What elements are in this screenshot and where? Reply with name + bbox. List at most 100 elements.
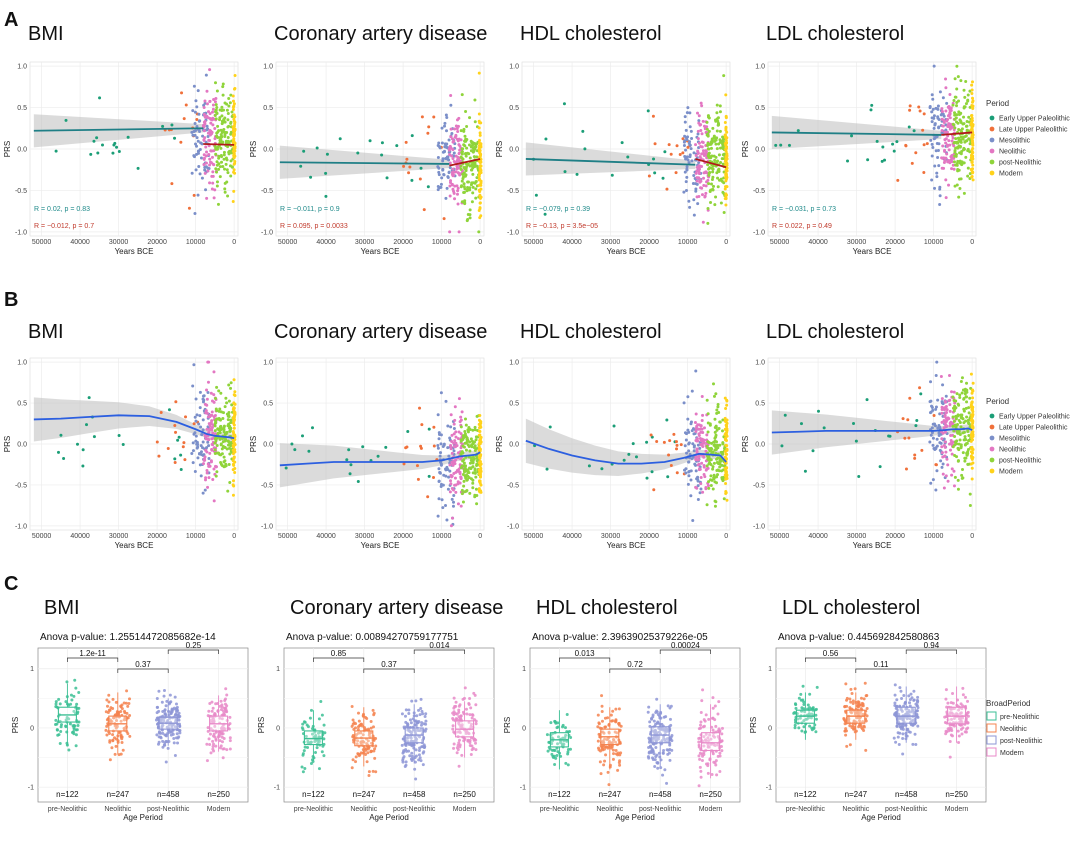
data-point [311, 759, 315, 763]
data-point [451, 167, 455, 171]
data-point [968, 105, 972, 109]
data-point [459, 167, 463, 171]
sample-size-label: n=250 [207, 790, 230, 799]
data-point [702, 124, 706, 128]
data-point [714, 155, 718, 159]
data-point [950, 139, 954, 143]
data-point [907, 125, 911, 129]
data-point [948, 93, 952, 97]
data-point [365, 716, 369, 720]
data-point [475, 164, 479, 168]
data-point [214, 152, 218, 156]
data-point [413, 728, 417, 732]
data-point [716, 468, 720, 472]
data-point [231, 452, 235, 456]
data-point [647, 174, 651, 178]
data-point [598, 760, 602, 764]
data-point [221, 747, 225, 751]
data-point [222, 157, 226, 161]
data-point [822, 426, 826, 430]
legend-swatch [989, 137, 995, 143]
data-point [317, 717, 321, 721]
y-tick-label: -1.0 [753, 523, 765, 530]
data-point [958, 118, 962, 122]
data-point [174, 707, 178, 711]
x-tick-label: 0 [232, 239, 236, 246]
comparison-bracket [609, 668, 661, 673]
data-point [469, 456, 473, 460]
y-tick-label: 0.5 [263, 105, 273, 112]
x-tick-label: 50000 [524, 239, 544, 246]
data-point [215, 409, 219, 413]
data-point [212, 149, 216, 153]
data-point [464, 423, 468, 427]
data-point [563, 736, 567, 740]
data-point [617, 707, 621, 711]
data-point [55, 728, 59, 732]
data-point [437, 141, 441, 145]
data-point [662, 440, 666, 444]
data-point [208, 732, 212, 736]
data-point [418, 177, 422, 181]
data-point [706, 163, 710, 167]
data-point [418, 713, 422, 717]
data-point [219, 726, 223, 730]
data-point [663, 768, 667, 772]
data-point [711, 734, 715, 738]
data-point [222, 424, 226, 428]
data-point [460, 753, 464, 757]
data-point [678, 153, 682, 157]
stat-label-red: R = −0.13, p = 3.5e−05 [526, 223, 598, 230]
data-point [437, 479, 441, 483]
data-point [956, 446, 960, 450]
x-tick-label: 40000 [70, 533, 90, 540]
data-point [178, 731, 182, 735]
data-point [231, 139, 235, 143]
data-point [219, 708, 223, 712]
data-point [232, 378, 236, 382]
data-point [442, 217, 446, 221]
data-point [172, 736, 176, 740]
data-point [724, 126, 728, 130]
data-point [211, 478, 215, 482]
data-point [432, 476, 436, 480]
data-point [209, 391, 213, 395]
data-point [662, 749, 666, 753]
data-point [667, 453, 671, 457]
data-point [220, 717, 224, 721]
data-point [408, 165, 412, 169]
y-tick-label: 0.0 [17, 147, 27, 154]
panel-title: LDL cholesterol [766, 321, 904, 343]
data-point [203, 457, 207, 461]
data-point [716, 119, 720, 123]
data-point [136, 166, 140, 170]
data-point [964, 134, 968, 138]
data-point [227, 152, 231, 156]
data-point [620, 141, 624, 145]
data-point [233, 448, 237, 452]
data-point [202, 106, 206, 110]
data-point [700, 461, 704, 465]
data-point [474, 187, 478, 191]
data-point [464, 476, 468, 480]
y-axis-label: PRS [495, 436, 504, 452]
data-point [210, 132, 214, 136]
data-point [960, 473, 964, 477]
data-point [232, 415, 236, 419]
data-point [417, 758, 421, 762]
data-point [669, 152, 673, 156]
data-point [696, 423, 700, 427]
data-point [955, 100, 959, 104]
x-tick-label: 50000 [32, 533, 52, 540]
data-point [947, 183, 951, 187]
data-point [942, 408, 946, 412]
data-point [223, 181, 227, 185]
data-point [450, 173, 454, 177]
data-point [948, 421, 952, 425]
data-point [233, 443, 237, 447]
data-point [404, 140, 408, 144]
data-point [471, 166, 475, 170]
sample-size-label: n=250 [699, 790, 722, 799]
data-point [951, 103, 955, 107]
